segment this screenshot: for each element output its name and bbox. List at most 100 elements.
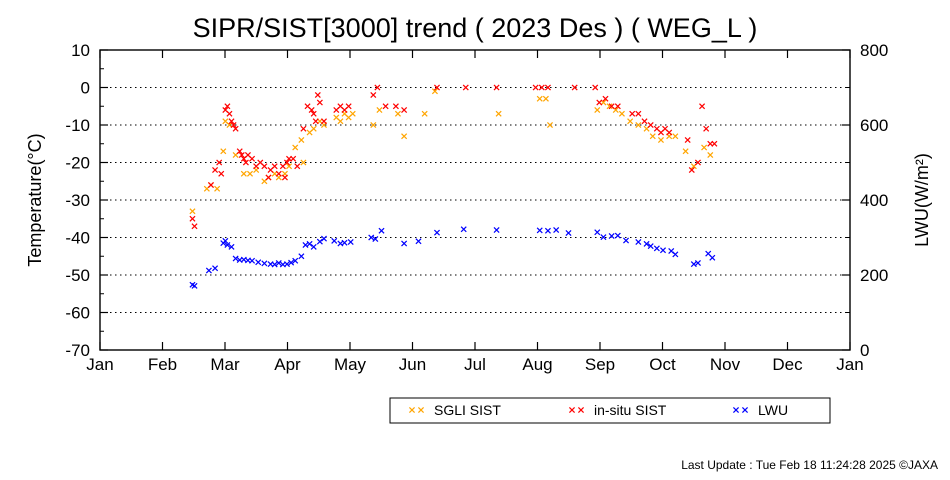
x-tick-label: Aug: [522, 355, 552, 374]
data-point: [255, 259, 262, 266]
data-point: [283, 159, 291, 166]
data-point: [544, 227, 551, 234]
data-point: [347, 238, 354, 246]
legend-label: in-situ SIST: [594, 402, 667, 418]
series-0: [189, 88, 714, 215]
data-point: [331, 237, 338, 244]
data-point: [230, 121, 237, 129]
data-point: [672, 251, 679, 258]
data-point: [349, 110, 356, 117]
data-point: [532, 84, 539, 91]
data-point: [242, 159, 249, 166]
data-point: [191, 282, 198, 289]
legend-marker: [732, 406, 740, 414]
data-point: [205, 267, 212, 274]
y-tick-label: -10: [65, 116, 90, 135]
data-point: [306, 240, 313, 247]
data-point: [635, 238, 642, 246]
data-point: [232, 255, 239, 262]
data-point: [271, 163, 278, 170]
data-point: [310, 125, 317, 132]
data-point: [226, 110, 233, 117]
y2-tick-label: 600: [860, 116, 888, 135]
data-point: [606, 103, 613, 110]
data-point: [672, 133, 679, 140]
data-point: [218, 170, 225, 177]
data-point: [271, 261, 278, 268]
data-point: [647, 243, 654, 250]
data-point: [300, 125, 307, 132]
data-point: [592, 84, 599, 91]
data-point: [571, 84, 578, 91]
series-2: [189, 226, 716, 289]
data-point: [214, 185, 221, 192]
data-point: [216, 159, 223, 166]
data-point: [281, 174, 288, 181]
data-point: [290, 155, 297, 162]
data-point: [246, 170, 254, 177]
y-tick-label: -20: [65, 154, 90, 173]
series-1: [189, 84, 718, 230]
data-point: [288, 259, 295, 266]
y-tick-label: 0: [81, 79, 90, 98]
data-point: [635, 110, 642, 117]
data-point: [641, 118, 648, 125]
data-point: [666, 129, 673, 136]
data-point: [300, 159, 307, 166]
data-point: [394, 110, 401, 117]
data-point: [236, 148, 243, 155]
data-point: [320, 118, 327, 125]
data-point: [370, 121, 377, 129]
data-point: [703, 125, 710, 132]
x-tick-label: Jul: [464, 355, 486, 374]
data-point: [368, 234, 375, 241]
data-point: [707, 151, 714, 159]
data-point: [536, 95, 543, 102]
data-point: [376, 106, 383, 114]
data-point: [298, 253, 305, 260]
data-point: [618, 110, 625, 117]
data-point: [600, 234, 607, 241]
data-point: [608, 103, 615, 110]
data-point: [431, 88, 438, 95]
y2-tick-label: 200: [860, 266, 888, 285]
data-point: [594, 229, 601, 236]
data-point: [392, 103, 399, 110]
x-tick-label: Oct: [649, 355, 676, 374]
y-axis-right: 800 600 400 200 0: [842, 41, 888, 360]
data-point: [653, 245, 660, 252]
x-tick-label: Mar: [210, 355, 240, 374]
data-point: [627, 118, 634, 125]
data-point: [212, 265, 219, 272]
y-tick-label: -30: [65, 191, 90, 210]
last-update-footer: Last Update : Tue Feb 18 11:24:28 2025 ©…: [681, 458, 938, 472]
data-point: [602, 95, 609, 102]
x-axis: Jan Feb Mar Apr May Jun Jul Aug Sep Oct Nov Dec Jan: [86, 50, 864, 374]
data-point: [312, 118, 319, 125]
legend-marker: [408, 406, 416, 414]
x-tick-label: Dec: [772, 355, 803, 374]
data-point: [711, 140, 718, 147]
data-point: [275, 259, 282, 267]
data-point: [261, 260, 268, 267]
data-point: [378, 227, 385, 234]
x-tick-label: Sep: [585, 355, 615, 374]
data-point: [690, 261, 697, 268]
data-point: [401, 240, 408, 247]
data-point: [401, 133, 408, 140]
y2-axis-label: LWU(W/m²): [912, 153, 932, 247]
legend-marker: [417, 406, 425, 414]
x-tick-label: Feb: [148, 355, 177, 374]
data-point: [374, 84, 381, 91]
data-point: [228, 243, 235, 250]
data-point: [310, 110, 317, 117]
data-point: [370, 91, 377, 99]
data-point: [682, 148, 689, 155]
data-point: [544, 84, 551, 91]
y2-tick-label: 0: [860, 341, 869, 360]
data-point: [565, 229, 572, 237]
legend-marker: [741, 406, 749, 414]
data-point: [684, 136, 691, 144]
data-point: [536, 227, 543, 234]
